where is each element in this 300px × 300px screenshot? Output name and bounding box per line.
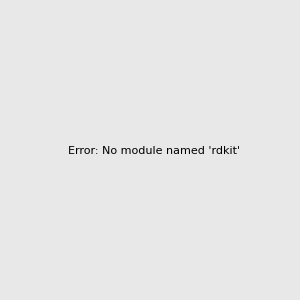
Text: Error: No module named 'rdkit': Error: No module named 'rdkit' bbox=[68, 146, 240, 157]
